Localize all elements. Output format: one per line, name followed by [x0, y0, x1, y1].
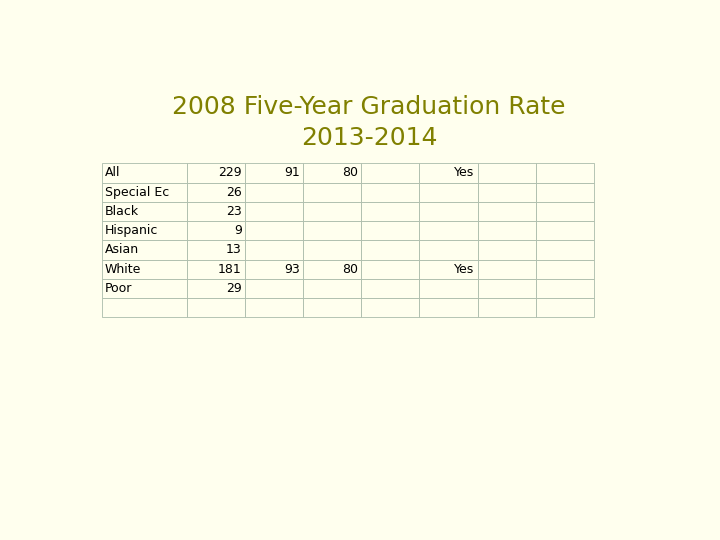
- Bar: [477, 221, 536, 240]
- Text: 29: 29: [226, 282, 242, 295]
- Text: Black: Black: [104, 205, 139, 218]
- Bar: [361, 202, 419, 221]
- Bar: [102, 164, 187, 183]
- Bar: [303, 202, 361, 221]
- Bar: [419, 221, 477, 240]
- Bar: [361, 298, 419, 318]
- Text: Yes: Yes: [454, 166, 474, 179]
- Bar: [303, 298, 361, 318]
- Bar: [536, 279, 594, 298]
- Bar: [536, 260, 594, 279]
- Text: 26: 26: [226, 186, 242, 199]
- Bar: [102, 202, 187, 221]
- Bar: [303, 279, 361, 298]
- Bar: [187, 202, 245, 221]
- Bar: [102, 240, 187, 260]
- Bar: [477, 298, 536, 318]
- Bar: [477, 183, 536, 202]
- Bar: [477, 240, 536, 260]
- Bar: [245, 279, 303, 298]
- Text: White: White: [104, 263, 141, 276]
- Bar: [102, 279, 187, 298]
- Bar: [245, 183, 303, 202]
- Bar: [102, 221, 187, 240]
- Bar: [536, 164, 594, 183]
- Bar: [245, 164, 303, 183]
- Bar: [536, 221, 594, 240]
- Bar: [477, 279, 536, 298]
- Bar: [303, 221, 361, 240]
- Text: 80: 80: [342, 263, 358, 276]
- Text: 93: 93: [284, 263, 300, 276]
- Bar: [477, 164, 536, 183]
- Bar: [245, 240, 303, 260]
- Bar: [187, 260, 245, 279]
- Bar: [419, 183, 477, 202]
- Bar: [187, 164, 245, 183]
- Bar: [245, 221, 303, 240]
- Bar: [536, 240, 594, 260]
- Bar: [536, 183, 594, 202]
- Text: 91: 91: [284, 166, 300, 179]
- Bar: [419, 298, 477, 318]
- Text: Yes: Yes: [454, 263, 474, 276]
- Bar: [419, 260, 477, 279]
- Bar: [102, 298, 187, 318]
- Text: Hispanic: Hispanic: [104, 224, 158, 237]
- Text: 181: 181: [218, 263, 242, 276]
- Bar: [419, 202, 477, 221]
- Text: Asian: Asian: [104, 244, 139, 256]
- Bar: [477, 260, 536, 279]
- Bar: [187, 183, 245, 202]
- Bar: [303, 260, 361, 279]
- Bar: [361, 240, 419, 260]
- Bar: [187, 221, 245, 240]
- Bar: [303, 164, 361, 183]
- Text: 9: 9: [234, 224, 242, 237]
- Bar: [536, 298, 594, 318]
- Bar: [187, 298, 245, 318]
- Bar: [477, 202, 536, 221]
- Text: All: All: [104, 166, 120, 179]
- Bar: [419, 164, 477, 183]
- Bar: [361, 183, 419, 202]
- Bar: [419, 240, 477, 260]
- Text: 2008 Five-Year Graduation Rate
2013-2014: 2008 Five-Year Graduation Rate 2013-2014: [172, 94, 566, 150]
- Bar: [102, 260, 187, 279]
- Bar: [419, 279, 477, 298]
- Text: 23: 23: [226, 205, 242, 218]
- Bar: [245, 260, 303, 279]
- Bar: [361, 221, 419, 240]
- Bar: [303, 240, 361, 260]
- Text: Poor: Poor: [104, 282, 132, 295]
- Bar: [187, 240, 245, 260]
- Bar: [187, 279, 245, 298]
- Bar: [361, 279, 419, 298]
- Bar: [245, 202, 303, 221]
- Text: 229: 229: [218, 166, 242, 179]
- Bar: [245, 298, 303, 318]
- Bar: [361, 164, 419, 183]
- Bar: [361, 260, 419, 279]
- Text: 80: 80: [342, 166, 358, 179]
- Text: Special Ec: Special Ec: [104, 186, 169, 199]
- Bar: [536, 202, 594, 221]
- Text: 13: 13: [226, 244, 242, 256]
- Bar: [102, 183, 187, 202]
- Bar: [303, 183, 361, 202]
